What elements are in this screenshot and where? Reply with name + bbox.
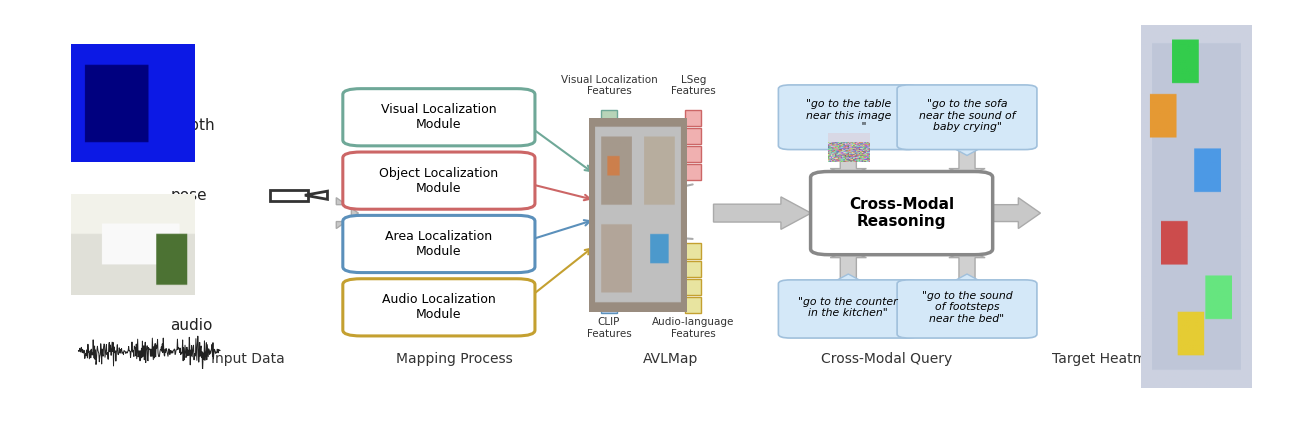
FancyBboxPatch shape <box>343 152 535 209</box>
Polygon shape <box>336 197 358 229</box>
FancyBboxPatch shape <box>897 280 1037 338</box>
FancyBboxPatch shape <box>601 128 617 144</box>
FancyBboxPatch shape <box>343 89 535 146</box>
Text: Audio-language
Features: Audio-language Features <box>652 317 735 339</box>
Polygon shape <box>831 147 867 176</box>
Polygon shape <box>949 146 985 155</box>
Polygon shape <box>949 147 985 176</box>
FancyBboxPatch shape <box>685 128 701 144</box>
FancyBboxPatch shape <box>779 85 918 149</box>
FancyBboxPatch shape <box>601 297 617 313</box>
FancyBboxPatch shape <box>685 243 701 260</box>
Text: Mapping Process: Mapping Process <box>396 352 513 366</box>
Text: "go to the table
near this image
         ": "go to the table near this image " <box>806 99 890 132</box>
Text: "go to the sofa
near the sound of
baby crying": "go to the sofa near the sound of baby c… <box>919 99 1015 132</box>
Text: Area Localization
Module: Area Localization Module <box>386 230 492 258</box>
Polygon shape <box>831 274 867 284</box>
FancyBboxPatch shape <box>685 146 701 162</box>
Text: Visual Localization
Module: Visual Localization Module <box>382 103 497 131</box>
Text: "go to the sound
of footsteps
near the bed": "go to the sound of footsteps near the b… <box>922 291 1012 324</box>
FancyBboxPatch shape <box>685 164 701 180</box>
Text: "go to the counter
in the kitchen": "go to the counter in the kitchen" <box>798 297 898 318</box>
Text: LSeg
Features: LSeg Features <box>671 75 715 96</box>
FancyBboxPatch shape <box>685 279 701 295</box>
Polygon shape <box>949 251 985 282</box>
FancyBboxPatch shape <box>601 243 617 260</box>
Text: rgb: rgb <box>170 251 196 266</box>
FancyBboxPatch shape <box>601 164 617 180</box>
Polygon shape <box>714 197 811 230</box>
FancyBboxPatch shape <box>601 110 617 126</box>
Polygon shape <box>949 274 985 284</box>
Text: CLIP
Features: CLIP Features <box>587 317 631 339</box>
FancyBboxPatch shape <box>685 261 701 277</box>
Text: audio: audio <box>170 318 213 333</box>
Text: Audio Localization
Module: Audio Localization Module <box>382 293 496 321</box>
FancyBboxPatch shape <box>601 279 617 295</box>
FancyBboxPatch shape <box>685 110 701 126</box>
Polygon shape <box>831 146 867 155</box>
FancyBboxPatch shape <box>685 297 701 313</box>
Text: pose: pose <box>170 188 206 203</box>
FancyBboxPatch shape <box>601 146 617 162</box>
FancyBboxPatch shape <box>779 280 918 338</box>
FancyBboxPatch shape <box>810 171 993 255</box>
Text: Cross-Modal
Reasoning: Cross-Modal Reasoning <box>849 197 954 229</box>
Text: Visual Localization
Features: Visual Localization Features <box>561 75 657 96</box>
Text: Input Data: Input Data <box>210 352 284 366</box>
FancyBboxPatch shape <box>343 215 535 273</box>
Text: Object Localization
Module: Object Localization Module <box>379 167 498 195</box>
Text: Cross-Modal Query: Cross-Modal Query <box>820 352 953 366</box>
Text: depth: depth <box>170 118 215 133</box>
FancyBboxPatch shape <box>897 85 1037 149</box>
FancyBboxPatch shape <box>601 261 617 277</box>
Polygon shape <box>983 197 1041 229</box>
Polygon shape <box>305 191 327 199</box>
Polygon shape <box>831 251 867 282</box>
Text: AVLMap: AVLMap <box>643 352 698 366</box>
Text: Target Heatmap: Target Heatmap <box>1053 352 1163 366</box>
FancyBboxPatch shape <box>270 190 308 201</box>
FancyBboxPatch shape <box>343 279 535 336</box>
